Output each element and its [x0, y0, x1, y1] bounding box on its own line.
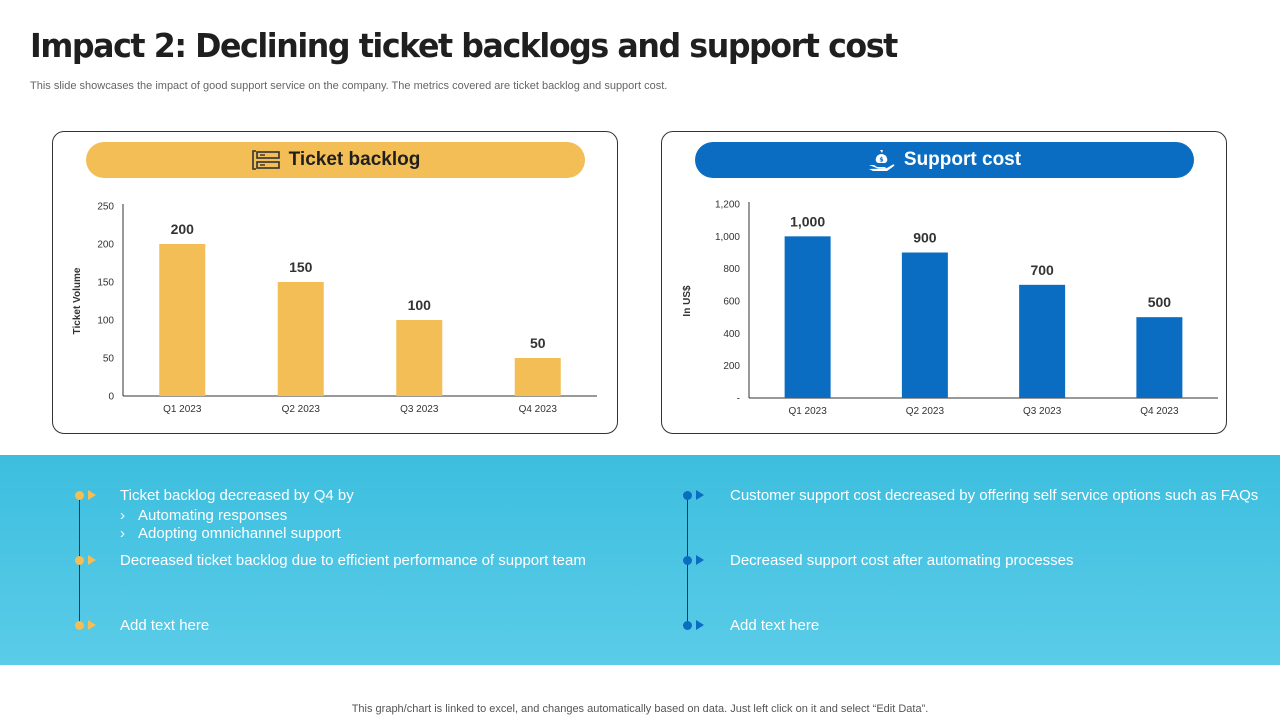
support-cost-y-tick-label: 400 — [723, 329, 740, 340]
ticket-backlog-data-label: 50 — [530, 335, 546, 351]
support-cost-data-label: 1,000 — [790, 213, 825, 229]
support-cost-data-label: 500 — [1148, 294, 1172, 310]
bullet-arrow — [696, 620, 704, 630]
bullet-dot — [683, 555, 692, 565]
support-cost-y-tick-label: 800 — [723, 264, 740, 275]
support-cost-y-tick-label: - — [737, 394, 740, 405]
right-bullet-2 — [683, 555, 704, 565]
ticket-backlog-chart: 0 50 100 150 200 250 Ticket Volume 200 Q1 2023 15… — [72, 202, 597, 415]
ticket-backlog-header: Ticket backlog — [86, 142, 585, 178]
ticket-backlog-bar — [514, 358, 561, 396]
ticket-backlog-y-tick-label: 50 — [103, 354, 115, 365]
bullet-dot — [75, 555, 84, 565]
left-insight-1: Ticket backlog decreased by Q4 by — [120, 487, 354, 504]
ticket-backlog-bar — [159, 244, 206, 396]
ticket-backlog-data-label: 150 — [289, 259, 313, 275]
support-cost-panel: $ Support cost - 200 400 600 800 1,000 1,200 In… — [661, 131, 1227, 434]
left-insight-3: Add text here — [120, 617, 210, 634]
ticket-backlog-y-axis-label: Ticket Volume — [72, 267, 83, 334]
support-cost-bar — [1019, 284, 1066, 398]
bullet-dot — [683, 620, 692, 630]
right-insight-2: Decreased support cost after automating … — [730, 552, 1074, 569]
support-cost-bar — [901, 252, 948, 398]
page-subtitle: This slide showcases the impact of good … — [30, 80, 668, 92]
right-bullet-1 — [683, 490, 704, 500]
bullet-arrow — [88, 620, 96, 630]
bullet-arrow — [88, 490, 96, 500]
support-cost-data-label: 900 — [913, 230, 937, 246]
support-cost-y-tick-label: 1,000 — [715, 232, 740, 243]
support-cost-bar — [784, 236, 831, 398]
ticket-backlog-x-tick-label: Q2 2023 — [282, 404, 321, 415]
support-cost-y-axis-label: In US$ — [682, 285, 693, 317]
left-insight-1-sub-1: › Automating responses — [120, 507, 288, 524]
svg-text:$: $ — [879, 157, 883, 164]
support-cost-x-tick-label: Q1 2023 — [788, 406, 827, 417]
right-bullet-3 — [683, 620, 704, 630]
support-cost-y-tick-label: 1,200 — [715, 200, 740, 211]
support-cost-y-tick-label: 600 — [723, 297, 740, 308]
money-hand-icon: $ — [868, 148, 896, 172]
bullet-dot — [75, 490, 84, 500]
ticket-backlog-data-label: 200 — [171, 221, 195, 237]
ticket-backlog-bar — [277, 282, 324, 396]
left-insight-2: Decreased ticket backlog due to efficien… — [120, 552, 586, 569]
ticket-backlog-y-tick-label: 250 — [97, 202, 114, 213]
ticket-backlog-y-tick-label: 100 — [97, 316, 114, 327]
ticket-backlog-y-tick-label: 0 — [108, 392, 114, 403]
support-cost-data-label: 700 — [1030, 262, 1054, 278]
bullet-dot — [683, 490, 692, 500]
page-title: Impact 2: Declining ticket backlogs and … — [30, 26, 898, 65]
bullet-dot — [75, 620, 84, 630]
right-insight-3: Add text here — [730, 617, 820, 634]
ticket-backlog-x-tick-label: Q4 2023 — [519, 404, 558, 415]
ticket-backlog-data-label: 100 — [408, 297, 432, 313]
bullet-arrow — [88, 555, 96, 565]
ticket-backlog-heading: Ticket backlog — [288, 149, 421, 170]
left-bullet-2 — [75, 555, 96, 565]
insights-band — [0, 455, 1280, 665]
right-insight-1: Customer support cost decreased by offer… — [730, 487, 1259, 504]
support-cost-x-tick-label: Q2 2023 — [906, 406, 945, 417]
support-cost-x-tick-label: Q4 2023 — [1140, 406, 1179, 417]
left-bullet-3 — [75, 620, 96, 630]
bullet-arrow — [696, 555, 704, 565]
ticket-backlog-panel: Ticket backlog 0 50 100 150 200 250 Ticket Vol… — [52, 131, 618, 434]
ticket-backlog-x-tick-label: Q3 2023 — [400, 404, 439, 415]
ticket-backlog-x-tick-label: Q1 2023 — [163, 404, 202, 415]
support-cost-heading: Support cost — [903, 149, 1022, 170]
ticket-backlog-y-tick-label: 200 — [97, 240, 114, 251]
ticket-list-icon — [251, 149, 281, 171]
ticket-backlog-y-tick-label: 150 — [97, 278, 114, 289]
bullet-arrow — [696, 490, 704, 500]
support-cost-chart: - 200 400 600 800 1,000 1,200 In US$ 1,000 Q1 202… — [682, 200, 1218, 417]
left-insight-1-sub-2: › Adopting omnichannel support — [120, 525, 341, 542]
support-cost-x-tick-label: Q3 2023 — [1023, 406, 1062, 417]
ticket-backlog-bar — [396, 320, 443, 396]
footer-note: This graph/chart is linked to excel, and… — [351, 703, 929, 715]
left-bullet-1 — [75, 490, 96, 500]
support-cost-header: $ Support cost — [695, 142, 1194, 178]
support-cost-y-tick-label: 200 — [723, 361, 740, 372]
support-cost-bar — [1136, 317, 1183, 398]
